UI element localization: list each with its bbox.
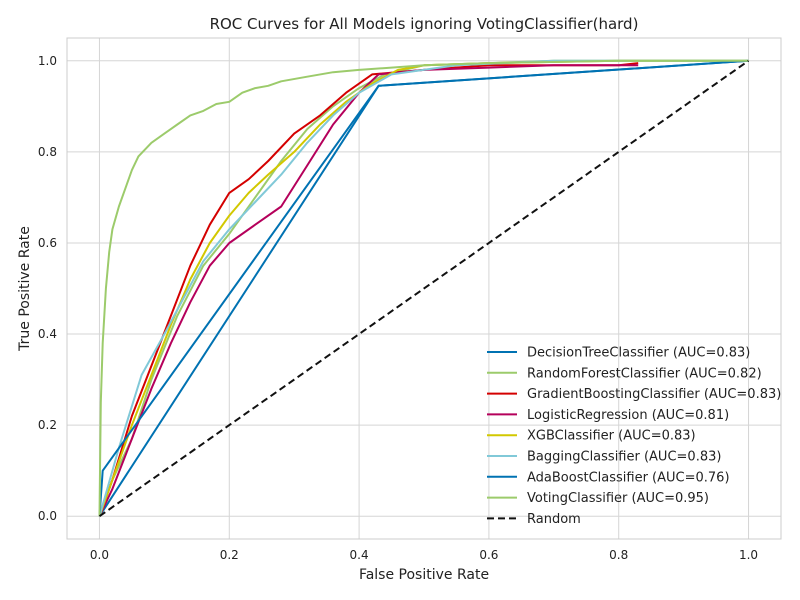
legend-label-5: XGBClassifier (AUC=0.83) bbox=[527, 429, 696, 444]
plot-frame bbox=[66, 37, 782, 540]
series-layer bbox=[98, 59, 750, 518]
legend-label-7: AdaBoostClassifier (AUC=0.76) bbox=[527, 470, 730, 485]
x-tick-label: 0.2 bbox=[220, 548, 239, 562]
legend: DecisionTreeClassifier (AUC=0.83) RandomF… bbox=[487, 346, 781, 527]
x-tick-label: 0.4 bbox=[350, 548, 369, 562]
legend-label-4: LogisticRegression (AUC=0.81) bbox=[527, 408, 729, 423]
x-tick-label: 0.0 bbox=[90, 548, 109, 562]
legend-label-9: Random bbox=[527, 512, 581, 527]
x-tick-label: 1.0 bbox=[739, 548, 758, 562]
y-tick-label: 0.8 bbox=[38, 145, 57, 159]
legend-label-6: BaggingClassifier (AUC=0.83) bbox=[527, 450, 721, 465]
y-tick-label: 0.6 bbox=[38, 236, 57, 250]
legend-label-2: RandomForestClassifier (AUC=0.82) bbox=[527, 366, 762, 381]
series-line-3 bbox=[98, 62, 639, 517]
y-tick-label: 1.0 bbox=[38, 54, 57, 68]
series-line-8 bbox=[98, 59, 749, 517]
y-tick-label: 0.0 bbox=[38, 509, 57, 523]
series-line-9 bbox=[98, 59, 750, 518]
x-axis-label: False Positive Rate bbox=[359, 567, 489, 583]
legend-label-1: DecisionTreeClassifier (AUC=0.83) bbox=[527, 346, 750, 361]
y-tick-label: 0.2 bbox=[38, 418, 57, 432]
x-tick-label: 0.8 bbox=[609, 548, 628, 562]
y-tick-label: 0.4 bbox=[38, 327, 57, 341]
legend-label-8: VotingClassifier (AUC=0.95) bbox=[527, 491, 709, 506]
series-line-6 bbox=[98, 59, 749, 517]
grid bbox=[67, 38, 781, 539]
legend-label-3: GradientBoostingClassifier (AUC=0.83) bbox=[527, 387, 781, 402]
tick-labels: 0.0 0.2 0.4 0.6 0.8 1.0 0.0 0.2 0.4 0.6 0.8 1.0 bbox=[38, 54, 758, 562]
y-axis-label: True Positive Rate bbox=[17, 226, 33, 352]
series-line-4 bbox=[98, 64, 639, 517]
chart-title: ROC Curves for All Models ignoring Votin… bbox=[210, 15, 639, 33]
series-line-7 bbox=[98, 59, 749, 517]
x-tick-label: 0.6 bbox=[479, 548, 498, 562]
